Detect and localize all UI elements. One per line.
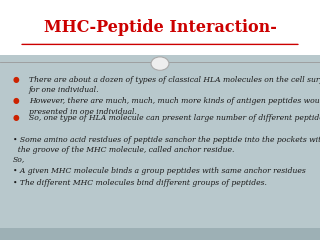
- Text: ●: ●: [13, 114, 20, 122]
- Text: ●: ●: [13, 97, 20, 105]
- Bar: [0, 0, 320, 62]
- Text: • Some amino acid residues of peptide sanchor the peptide into the pockets withi: • Some amino acid residues of peptide sa…: [13, 136, 320, 154]
- Text: • The different MHC molecules bind different groups of peptides.: • The different MHC molecules bind diffe…: [13, 179, 267, 187]
- Text: However, there are much, much, much more kinds of antigen peptides would be
pres: However, there are much, much, much more…: [29, 97, 320, 116]
- Bar: [0, 228, 320, 240]
- Bar: [0, 55, 320, 230]
- Text: • A given MHC molecule binds a group peptides with same anchor residues: • A given MHC molecule binds a group pep…: [13, 167, 306, 175]
- Circle shape: [151, 57, 169, 70]
- Text: So, one type of HLA molecule can present large number of different peptides?: So, one type of HLA molecule can present…: [29, 114, 320, 122]
- Text: ●: ●: [13, 76, 20, 84]
- Text: MHC-Peptide Interaction-: MHC-Peptide Interaction-: [44, 19, 276, 36]
- Text: So,: So,: [13, 155, 25, 163]
- Text: There are about a dozen of types of classical HLA molecules on the cell surface
: There are about a dozen of types of clas…: [29, 76, 320, 94]
